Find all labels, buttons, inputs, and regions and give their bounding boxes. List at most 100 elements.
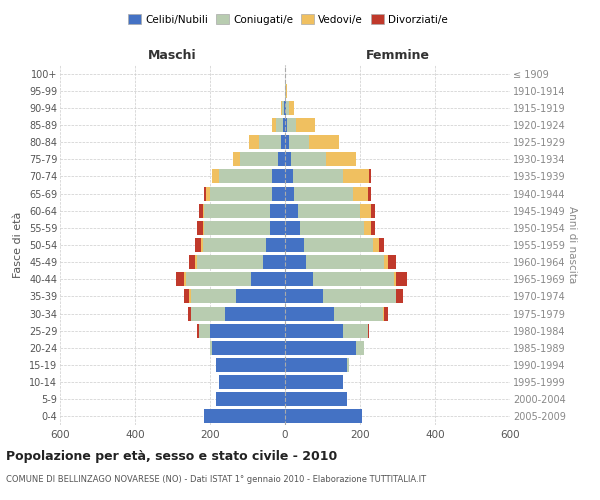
Bar: [323, 290, 395, 304]
Text: Popolazione per età, sesso e stato civile - 2010: Popolazione per età, sesso e stato civil…: [6, 450, 337, 463]
Bar: [215, 392, 285, 406]
Bar: [385, 255, 388, 269]
Bar: [190, 290, 191, 304]
Bar: [197, 221, 203, 235]
Text: COMUNE DI BELLINZAGO NOVARESE (NO) - Dati ISTAT 1° gennaio 2010 - Elaborazione T: COMUNE DI BELLINZAGO NOVARESE (NO) - Dat…: [6, 475, 426, 484]
Bar: [197, 255, 263, 269]
Bar: [200, 238, 203, 252]
Bar: [286, 84, 287, 98]
Bar: [250, 135, 259, 149]
Bar: [383, 306, 385, 320]
Bar: [281, 101, 283, 115]
Bar: [199, 204, 203, 218]
Bar: [220, 170, 272, 183]
Bar: [364, 221, 371, 235]
Bar: [286, 101, 289, 115]
Bar: [287, 118, 296, 132]
Legend: Celibi/Nubili, Coniugati/e, Vedovi/e, Divorziati/e: Celibi/Nubili, Coniugati/e, Vedovi/e, Di…: [124, 10, 452, 29]
Bar: [285, 170, 293, 183]
Bar: [367, 186, 371, 200]
Bar: [191, 306, 225, 320]
Bar: [285, 186, 295, 200]
Y-axis label: Fasce di età: Fasce di età: [13, 212, 23, 278]
Bar: [285, 375, 343, 389]
Bar: [356, 341, 364, 355]
Bar: [285, 135, 289, 149]
Bar: [210, 341, 212, 355]
Bar: [284, 101, 285, 115]
Bar: [371, 204, 375, 218]
Bar: [343, 170, 370, 183]
Bar: [210, 186, 272, 200]
Bar: [334, 306, 383, 320]
Bar: [353, 186, 367, 200]
Bar: [285, 204, 298, 218]
Bar: [187, 306, 191, 320]
Bar: [190, 255, 195, 269]
Y-axis label: Anni di nascita: Anni di nascita: [567, 206, 577, 284]
Bar: [371, 221, 375, 235]
Bar: [195, 238, 200, 252]
Bar: [326, 152, 356, 166]
Bar: [205, 186, 206, 200]
Bar: [233, 152, 240, 166]
Bar: [285, 272, 313, 286]
Bar: [285, 410, 362, 424]
Bar: [285, 358, 347, 372]
Bar: [293, 170, 343, 183]
Bar: [272, 170, 285, 183]
Bar: [259, 135, 281, 149]
Bar: [251, 272, 285, 286]
Bar: [285, 341, 356, 355]
Bar: [215, 358, 285, 372]
Bar: [203, 204, 205, 218]
Bar: [285, 221, 300, 235]
Bar: [185, 272, 251, 286]
Bar: [304, 238, 373, 252]
Bar: [290, 152, 326, 166]
Bar: [270, 221, 285, 235]
Bar: [285, 238, 304, 252]
Bar: [195, 255, 197, 269]
Bar: [205, 204, 270, 218]
Bar: [197, 324, 199, 338]
Bar: [295, 186, 353, 200]
Bar: [394, 272, 395, 286]
Bar: [203, 238, 266, 252]
Bar: [343, 324, 367, 338]
Bar: [310, 135, 340, 149]
Bar: [285, 84, 286, 98]
Bar: [212, 170, 220, 183]
Bar: [220, 375, 285, 389]
Bar: [285, 392, 347, 406]
Bar: [289, 101, 295, 115]
Bar: [275, 118, 283, 132]
Bar: [296, 118, 315, 132]
Bar: [212, 341, 285, 355]
Bar: [240, 152, 277, 166]
Bar: [203, 221, 205, 235]
Bar: [277, 152, 285, 166]
Bar: [395, 290, 403, 304]
Bar: [199, 324, 210, 338]
Bar: [272, 186, 285, 200]
Bar: [236, 290, 285, 304]
Bar: [272, 118, 275, 132]
Bar: [379, 238, 385, 252]
Bar: [285, 152, 290, 166]
Bar: [266, 238, 285, 252]
Bar: [184, 290, 190, 304]
Bar: [370, 170, 371, 183]
Bar: [285, 255, 305, 269]
Bar: [283, 101, 284, 115]
Bar: [285, 324, 343, 338]
Bar: [283, 118, 285, 132]
Bar: [191, 290, 236, 304]
Bar: [347, 358, 349, 372]
Bar: [210, 324, 285, 338]
Bar: [281, 135, 285, 149]
Bar: [285, 290, 323, 304]
Bar: [205, 221, 270, 235]
Bar: [300, 221, 364, 235]
Bar: [206, 186, 210, 200]
